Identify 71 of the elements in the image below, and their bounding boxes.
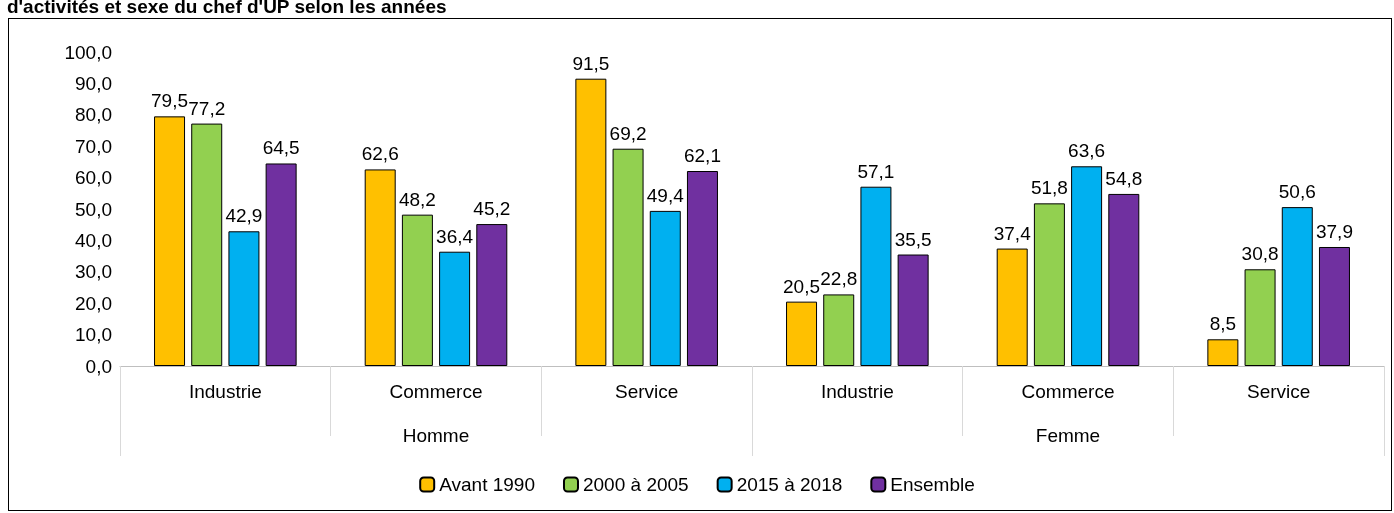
data-label: 37,4 — [993, 222, 1032, 244]
data-label: 48,2 — [398, 188, 436, 210]
y-tick-label: 10,0 — [75, 324, 112, 346]
bar — [786, 301, 818, 366]
bar — [1281, 207, 1313, 366]
data-label: 51,8 — [1030, 177, 1068, 199]
data-label: 8,5 — [1209, 313, 1237, 335]
data-label: 35,5 — [894, 228, 932, 250]
data-label: 37,9 — [1315, 220, 1353, 242]
bar — [686, 171, 718, 366]
data-label: 42,9 — [225, 205, 263, 227]
bar — [612, 148, 644, 366]
bar — [1207, 339, 1239, 366]
text: Femme — [1035, 425, 1101, 446]
bar — [364, 169, 396, 366]
data-label: 57,1 — [857, 160, 895, 182]
bar — [154, 116, 186, 366]
bar — [1318, 246, 1350, 366]
bar — [476, 224, 508, 366]
data-label: 79,5 — [151, 90, 189, 112]
text: Homme — [402, 425, 470, 446]
legend-label: Ensemble — [890, 474, 975, 495]
data-label: 50,6 — [1278, 181, 1316, 203]
bar — [191, 123, 223, 366]
legend-label: 2015 à 2018 — [736, 474, 843, 495]
y-tick-label: 40,0 — [75, 229, 112, 251]
y-tick-label: 80,0 — [75, 104, 112, 126]
x-tick-label: Industrie — [188, 381, 262, 402]
x-tick-label: Service — [1246, 381, 1311, 402]
y-tick-label: 60,0 — [75, 167, 112, 189]
y-tick-label: 70,0 — [75, 135, 112, 157]
y-tick-label: 50,0 — [75, 198, 112, 220]
data-label: 69,2 — [609, 122, 647, 144]
data-label: 22,8 — [820, 268, 858, 290]
data-label: 91,5 — [572, 52, 610, 74]
bar — [575, 78, 607, 366]
y-tick-label: 30,0 — [75, 261, 112, 283]
bar — [1244, 269, 1276, 366]
x-tick-label: Service — [614, 381, 679, 402]
bar — [401, 214, 433, 366]
data-label: 30,8 — [1241, 243, 1279, 265]
y-tick-label: 90,0 — [75, 72, 112, 94]
data-label: 64,5 — [262, 137, 300, 159]
bar — [439, 251, 471, 366]
y-tick-label: 100,0 — [64, 41, 112, 63]
data-label: 62,6 — [361, 143, 399, 165]
bar — [823, 294, 855, 366]
y-tick-label: 0,0 — [85, 355, 112, 377]
data-label: 45,2 — [473, 198, 511, 220]
x-tick-label: Industrie — [820, 381, 894, 402]
data-label: 20,5 — [783, 275, 821, 297]
bar — [1108, 193, 1140, 366]
y-tick-label: 20,0 — [75, 292, 112, 314]
bar — [996, 248, 1028, 366]
legend-label: Avant 1990 — [439, 474, 535, 495]
bar — [265, 163, 297, 366]
data-label: 62,1 — [683, 145, 721, 167]
data-label: 49,4 — [646, 184, 685, 206]
data-label: 63,6 — [1068, 140, 1106, 162]
data-label: 54,8 — [1105, 167, 1143, 189]
bar — [897, 254, 929, 366]
bar — [228, 231, 260, 366]
data-label: 36,4 — [436, 225, 474, 247]
bar — [860, 186, 892, 366]
bar — [1071, 166, 1103, 366]
bar — [649, 210, 681, 366]
bar — [1033, 203, 1065, 366]
x-tick-label: Commerce — [1021, 381, 1115, 402]
legend-label: 2000 à 2005 — [582, 474, 689, 495]
x-tick-label: Commerce — [389, 381, 483, 402]
data-label: 77,2 — [188, 97, 226, 119]
